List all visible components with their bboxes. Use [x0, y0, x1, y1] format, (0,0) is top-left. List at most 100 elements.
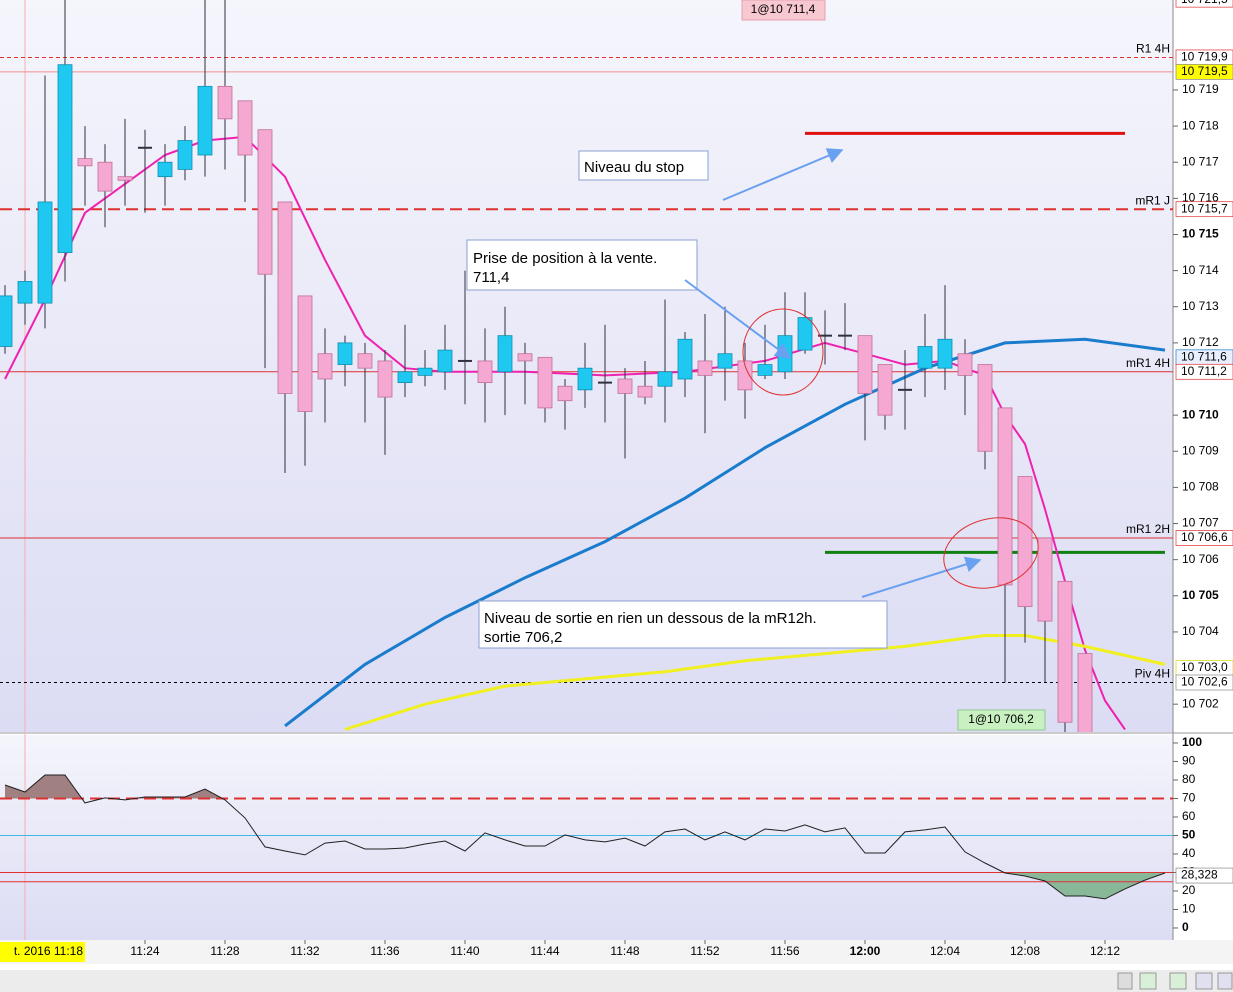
candle-body: [857, 335, 873, 394]
price-tag-label: 10 715,7: [1181, 201, 1228, 215]
oscillator-layer: [0, 774, 1173, 900]
y-tick-label: 10 712: [1182, 335, 1219, 349]
price-tag: [1175, 674, 1233, 691]
candle-body: [297, 295, 313, 412]
oscillator-line: [4, 774, 1166, 900]
candle-body: [357, 353, 373, 369]
arrow: [861, 556, 982, 598]
candle-body: [977, 364, 993, 452]
annotations: Niveau du stop Prise de position à la ve…: [466, 0, 1046, 731]
x-tick-label: 11:32: [290, 944, 319, 958]
annotation-text: 711,4: [473, 269, 509, 286]
candle-body: [757, 364, 773, 376]
price-tag-label: 10 719,9: [1181, 50, 1228, 64]
y-tick-label: 90: [1182, 754, 1196, 768]
zoom-button[interactable]: [1217, 972, 1233, 990]
y-tick-label: 10 706: [1182, 552, 1219, 566]
price-tag-label: 10 706,6: [1181, 530, 1228, 544]
x-tick-label: 11:56: [770, 944, 799, 958]
candle-body: [917, 346, 933, 369]
candle-body: [257, 129, 273, 275]
y-tick-label: 10 710: [1182, 407, 1219, 421]
candle-body: [197, 85, 213, 156]
y-tick-label: 10 715: [1182, 227, 1219, 241]
moving-average: [284, 337, 1166, 728]
annotation-box: [478, 600, 888, 649]
annotation-text: Prise de position à la vente.: [473, 250, 657, 267]
order-tag: [741, 0, 826, 21]
candle-body: [617, 378, 633, 394]
candle-body: [37, 201, 53, 304]
price-tag: [1175, 363, 1233, 380]
price-tag-label: 28,328: [1181, 868, 1218, 882]
zoom-button[interactable]: [1195, 972, 1213, 990]
price-tag-label: 10 702,6: [1181, 675, 1228, 689]
order-tag-label: 1@10 706,2: [968, 712, 1034, 726]
annotation-box: [578, 150, 709, 181]
candle-body: [937, 338, 953, 369]
candle-body: [1077, 653, 1093, 732]
candle-body: [177, 140, 193, 170]
y-tick-label: 10 708: [1182, 480, 1219, 494]
y-tick-label: 10 705: [1182, 588, 1219, 602]
y-tick-label: 10 713: [1182, 299, 1219, 313]
price-tag: [1175, 867, 1233, 884]
candle-body: [1057, 580, 1073, 723]
level-label: Piv 4H: [1135, 667, 1170, 681]
x-tick-label: 11:24: [130, 944, 159, 958]
y-tick-label: 10 702: [1182, 696, 1219, 710]
y-tick-label: 10 707: [1182, 516, 1219, 530]
y-tick-label: 10 719: [1182, 82, 1219, 96]
price-tag: [1175, 64, 1233, 80]
arrow: [684, 279, 792, 359]
candle-body: [377, 360, 393, 398]
annotation-text: Niveau du stop: [584, 159, 684, 176]
price-tag-label: 10 711,6: [1181, 350, 1227, 364]
level-label: R1 4H: [1136, 42, 1170, 56]
candle-body: [57, 64, 73, 253]
x-tick-highlight: [0, 942, 85, 962]
x-tick-label: 12:00: [850, 944, 881, 958]
level-label: mR1 2H: [1126, 522, 1170, 536]
y-tick-label: 50: [1182, 828, 1196, 842]
candle-body: [437, 349, 453, 373]
zoom-button[interactable]: [1139, 972, 1157, 990]
y-tick-label: 0: [1182, 920, 1189, 934]
y-tick-label: 20: [1182, 883, 1196, 897]
candle-body: [477, 360, 493, 384]
zoom-button[interactable]: [1169, 972, 1187, 990]
annotation-text: sortie 706,2: [484, 629, 562, 646]
candle-body: [157, 161, 173, 178]
y-tick-label: 100: [1182, 735, 1202, 749]
x-tick-label: 12:12: [1090, 944, 1120, 958]
candle-body: [1017, 476, 1033, 608]
scroll-button[interactable]: [1117, 972, 1133, 990]
candle-body: [557, 385, 573, 402]
arrow: [722, 148, 844, 201]
axes-layer: 10 719 10 718 10 717 10 716 10 715 10 714 10 7…: [0, 0, 1233, 962]
price-tag: [1175, 0, 1233, 8]
price-layer: [0, 0, 1173, 732]
annotation-text: Niveau de sortie en rien un dessous de l…: [484, 610, 817, 627]
candle-body: [337, 342, 353, 365]
candle-body: [537, 356, 553, 409]
candle-body: [517, 353, 533, 362]
x-tick-label: 11:40: [450, 944, 479, 958]
x-tick-label: 11:44: [530, 944, 559, 958]
candle-body: [317, 353, 333, 380]
candle-body: [797, 317, 813, 351]
y-tick-label: 10 718: [1182, 118, 1219, 132]
scrollbar: [0, 970, 1233, 992]
candle-body: [237, 100, 253, 156]
price-tag: [1175, 201, 1233, 218]
price-tag: [1175, 530, 1233, 546]
candle-body: [417, 367, 433, 376]
price-tag-label: 10 719,5: [1181, 64, 1228, 78]
annotation-box: [466, 239, 698, 291]
scroll-track: [0, 970, 1233, 992]
y-tick-label: 40: [1182, 846, 1196, 860]
oscillator-panel: [0, 735, 1173, 940]
y-tick-label: 80: [1182, 772, 1196, 786]
highlight-circle: [742, 308, 824, 396]
level-label: mR1 J: [1135, 193, 1170, 207]
